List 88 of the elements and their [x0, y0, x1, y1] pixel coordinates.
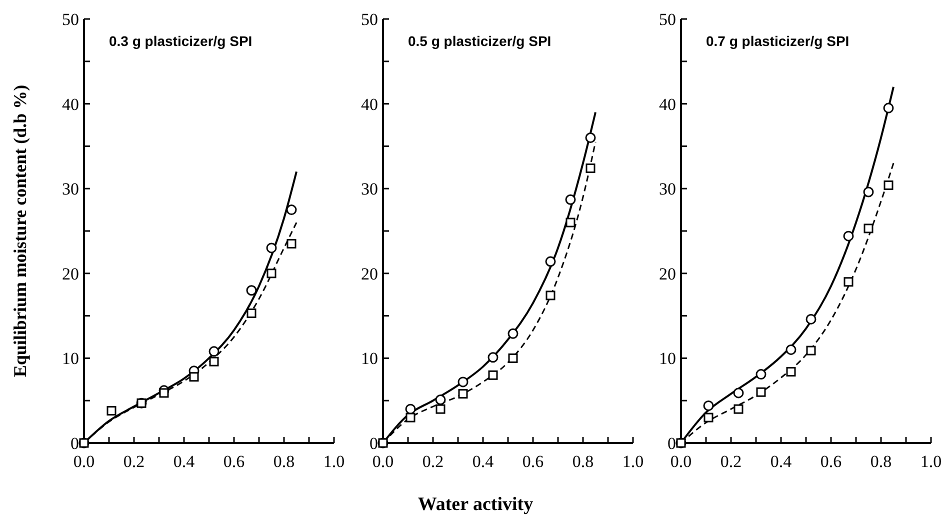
point: [704, 412, 714, 422]
point: [884, 180, 894, 190]
y-tick-label: 40: [659, 94, 676, 114]
y-tick-label: 0: [70, 434, 79, 453]
x-tick-label: 0.2: [123, 452, 145, 471]
point: [863, 186, 874, 198]
x-tick-label: 0.4: [472, 452, 494, 471]
point: [406, 412, 416, 422]
point: [806, 346, 816, 356]
point: [508, 353, 518, 363]
x-tick-label: 1.0: [323, 452, 345, 471]
point: [266, 268, 276, 278]
text: 0.7 g plasticizer/g SPI: [706, 33, 850, 49]
x-tick-label: 0.2: [422, 452, 444, 471]
point: [286, 238, 296, 248]
x-tick-label: 0.6: [223, 452, 245, 471]
point: [806, 314, 816, 324]
y-tick-label: 50: [62, 10, 79, 29]
point: [786, 367, 796, 377]
point: [756, 369, 766, 380]
point: [436, 404, 446, 414]
point: [79, 438, 89, 448]
point: [843, 230, 854, 242]
y-tick-label: 10: [361, 349, 378, 368]
point: [756, 387, 766, 397]
y-tick-label: 40: [62, 94, 79, 114]
y-tick-label: 50: [659, 10, 676, 29]
text: 0.5 g plasticizer/g SPI: [408, 33, 552, 49]
point: [508, 328, 518, 339]
y-tick-label: 10: [62, 349, 79, 368]
point: [286, 204, 297, 216]
point: [266, 242, 277, 254]
x-tick-label: 0.8: [572, 452, 594, 471]
text: 0.3 g plasticizer/g SPI: [109, 33, 252, 49]
point: [734, 404, 744, 414]
point: [378, 438, 388, 448]
y-tick-label: 30: [361, 180, 378, 199]
point: [159, 388, 169, 398]
point: [676, 438, 686, 448]
point: [246, 308, 256, 318]
point: [786, 344, 796, 355]
point: [565, 194, 576, 205]
x-tick-label: 0.6: [820, 452, 842, 471]
x-tick-label: 0.0: [670, 452, 692, 471]
point: [488, 370, 498, 380]
y-tick-label: 50: [361, 10, 378, 29]
point: [488, 352, 498, 363]
x-tick-label: 0.0: [372, 452, 394, 471]
y-tick-label: 40: [361, 94, 378, 114]
point: [189, 372, 199, 382]
y-tick-label: 0: [370, 434, 378, 453]
point: [864, 224, 874, 234]
point: [546, 290, 556, 300]
x-tick-label: 1.0: [622, 452, 644, 471]
point: [246, 285, 257, 296]
x-tick-label: 1.0: [920, 452, 942, 471]
y-axis-title: Equilibrium moisture content (d.b %): [10, 84, 30, 378]
point: [458, 389, 468, 399]
point: [844, 277, 854, 287]
x-tick-label: 0.6: [522, 452, 544, 471]
x-tick-label: 0.8: [273, 452, 295, 471]
x-tick-label: 0.4: [770, 452, 792, 471]
y-tick-label: 30: [62, 180, 79, 199]
point: [405, 404, 416, 414]
point: [733, 388, 744, 398]
point: [136, 398, 146, 408]
x-tick-label: 0.2: [720, 452, 742, 471]
y-tick-label: 30: [659, 180, 676, 199]
point: [458, 376, 468, 388]
x-axis-title: Water activity: [418, 494, 534, 515]
x-tick-label: 0.0: [73, 452, 95, 471]
point: [106, 406, 116, 416]
y-tick-label: 20: [361, 264, 378, 284]
point: [883, 102, 894, 114]
y-tick-label: 10: [659, 349, 676, 368]
point: [208, 346, 220, 357]
point: [566, 218, 576, 228]
point: [585, 132, 596, 143]
point: [209, 356, 219, 366]
point: [586, 164, 596, 173]
x-tick-label: 0.8: [870, 452, 892, 471]
point: [703, 400, 714, 411]
y-tick-label: 0: [668, 434, 676, 453]
point: [435, 394, 446, 405]
x-tick-label: 0.4: [173, 452, 196, 471]
y-tick-label: 20: [659, 264, 676, 284]
y-tick-label: 20: [62, 264, 79, 284]
point: [545, 256, 556, 267]
